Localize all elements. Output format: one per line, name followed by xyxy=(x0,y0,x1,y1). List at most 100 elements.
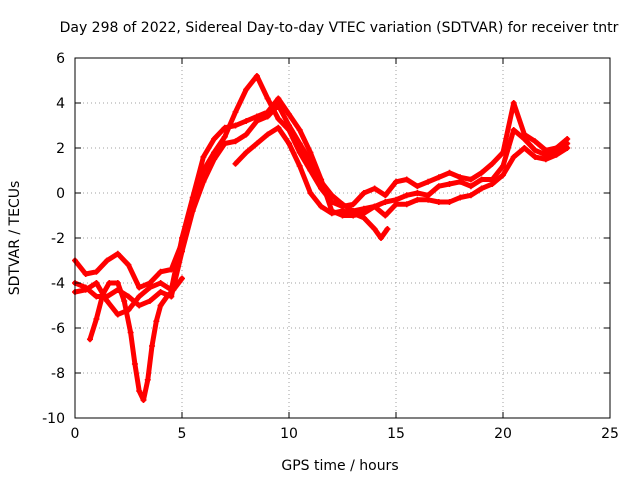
data-point xyxy=(157,302,164,309)
data-point xyxy=(478,169,485,176)
data-point xyxy=(221,140,228,147)
data-point xyxy=(382,199,389,205)
data-point xyxy=(164,293,171,300)
data-point xyxy=(510,154,517,160)
data-point xyxy=(521,145,528,151)
data-point xyxy=(157,280,164,286)
y-tick-label: 4 xyxy=(56,96,65,112)
data-point xyxy=(93,316,100,322)
data-point xyxy=(435,199,442,205)
data-point xyxy=(253,73,260,79)
data-point xyxy=(253,140,260,147)
data-point xyxy=(532,154,539,160)
series-track-e xyxy=(232,124,391,241)
data-point xyxy=(146,284,153,291)
data-point xyxy=(510,100,517,106)
x-tick-label: 10 xyxy=(280,426,298,442)
data-point xyxy=(307,190,314,196)
data-point xyxy=(500,172,506,178)
x-tick-label: 25 xyxy=(601,426,619,442)
data-point xyxy=(360,190,367,196)
data-point xyxy=(82,271,89,277)
data-point xyxy=(200,178,207,185)
data-point xyxy=(446,181,453,187)
data-point xyxy=(275,124,282,131)
chart-title: Day 298 of 2022, Sidereal Day-to-day VTE… xyxy=(60,20,619,36)
data-point xyxy=(328,192,335,199)
data-point xyxy=(350,210,357,217)
data-point xyxy=(99,291,106,298)
data-point xyxy=(339,208,346,214)
data-point xyxy=(264,95,271,102)
data-point xyxy=(149,343,156,349)
data-point xyxy=(264,131,271,138)
data-point xyxy=(93,268,100,275)
data-point xyxy=(121,298,128,304)
data-point xyxy=(553,149,560,156)
data-point xyxy=(467,183,474,190)
data-point xyxy=(393,178,399,185)
x-tick-label: 5 xyxy=(178,426,187,442)
data-point xyxy=(221,133,228,140)
data-point xyxy=(211,156,218,163)
data-point xyxy=(125,293,132,300)
data-point xyxy=(384,226,391,232)
data-point xyxy=(339,201,346,208)
data-point xyxy=(200,154,207,160)
data-point xyxy=(179,235,185,241)
data-point xyxy=(93,293,100,300)
data-point xyxy=(93,280,100,286)
data-point xyxy=(371,226,378,232)
data-point xyxy=(253,113,260,120)
data-point xyxy=(104,298,111,304)
data-point xyxy=(114,250,121,257)
data-point xyxy=(136,388,143,394)
data-point xyxy=(414,196,421,203)
data-point xyxy=(532,138,539,145)
data-point xyxy=(170,286,177,293)
data-point xyxy=(446,199,453,205)
data-point xyxy=(532,147,539,154)
data-point xyxy=(382,192,389,199)
data-point xyxy=(371,203,378,210)
tick-labels: 0 5 10 15 20 25 -10 -8 -6 -4 -2 0 2 4 6 xyxy=(42,51,619,442)
data-point xyxy=(467,192,474,199)
data-point xyxy=(232,122,239,129)
data-point xyxy=(264,109,271,115)
data-point xyxy=(146,298,153,304)
data-point xyxy=(425,178,432,185)
series-track-a xyxy=(72,73,571,291)
data-point xyxy=(467,176,474,183)
data-point xyxy=(104,257,111,264)
data-point xyxy=(478,185,485,192)
data-point xyxy=(457,194,464,201)
y-tick-label: 0 xyxy=(56,186,65,202)
data-series xyxy=(72,73,571,403)
data-point xyxy=(136,302,143,309)
x-tick-label: 0 xyxy=(71,426,80,442)
data-point xyxy=(393,196,399,203)
data-point xyxy=(378,235,385,241)
data-point xyxy=(403,176,410,183)
data-point xyxy=(157,268,164,275)
data-point xyxy=(140,397,147,403)
data-point xyxy=(86,336,93,343)
series-trace xyxy=(233,125,390,241)
data-point xyxy=(414,183,421,190)
data-point xyxy=(435,183,442,190)
data-point xyxy=(114,311,121,318)
data-point xyxy=(318,176,325,183)
data-point xyxy=(275,95,282,102)
data-point xyxy=(500,163,506,169)
data-point xyxy=(360,214,367,221)
data-point xyxy=(296,127,303,133)
data-point xyxy=(232,138,239,145)
y-tick-label: -8 xyxy=(51,366,65,382)
data-point xyxy=(296,149,303,156)
data-point xyxy=(478,176,485,183)
data-point xyxy=(425,192,432,199)
data-point xyxy=(82,286,89,293)
data-point xyxy=(286,140,292,147)
data-point xyxy=(435,174,442,181)
